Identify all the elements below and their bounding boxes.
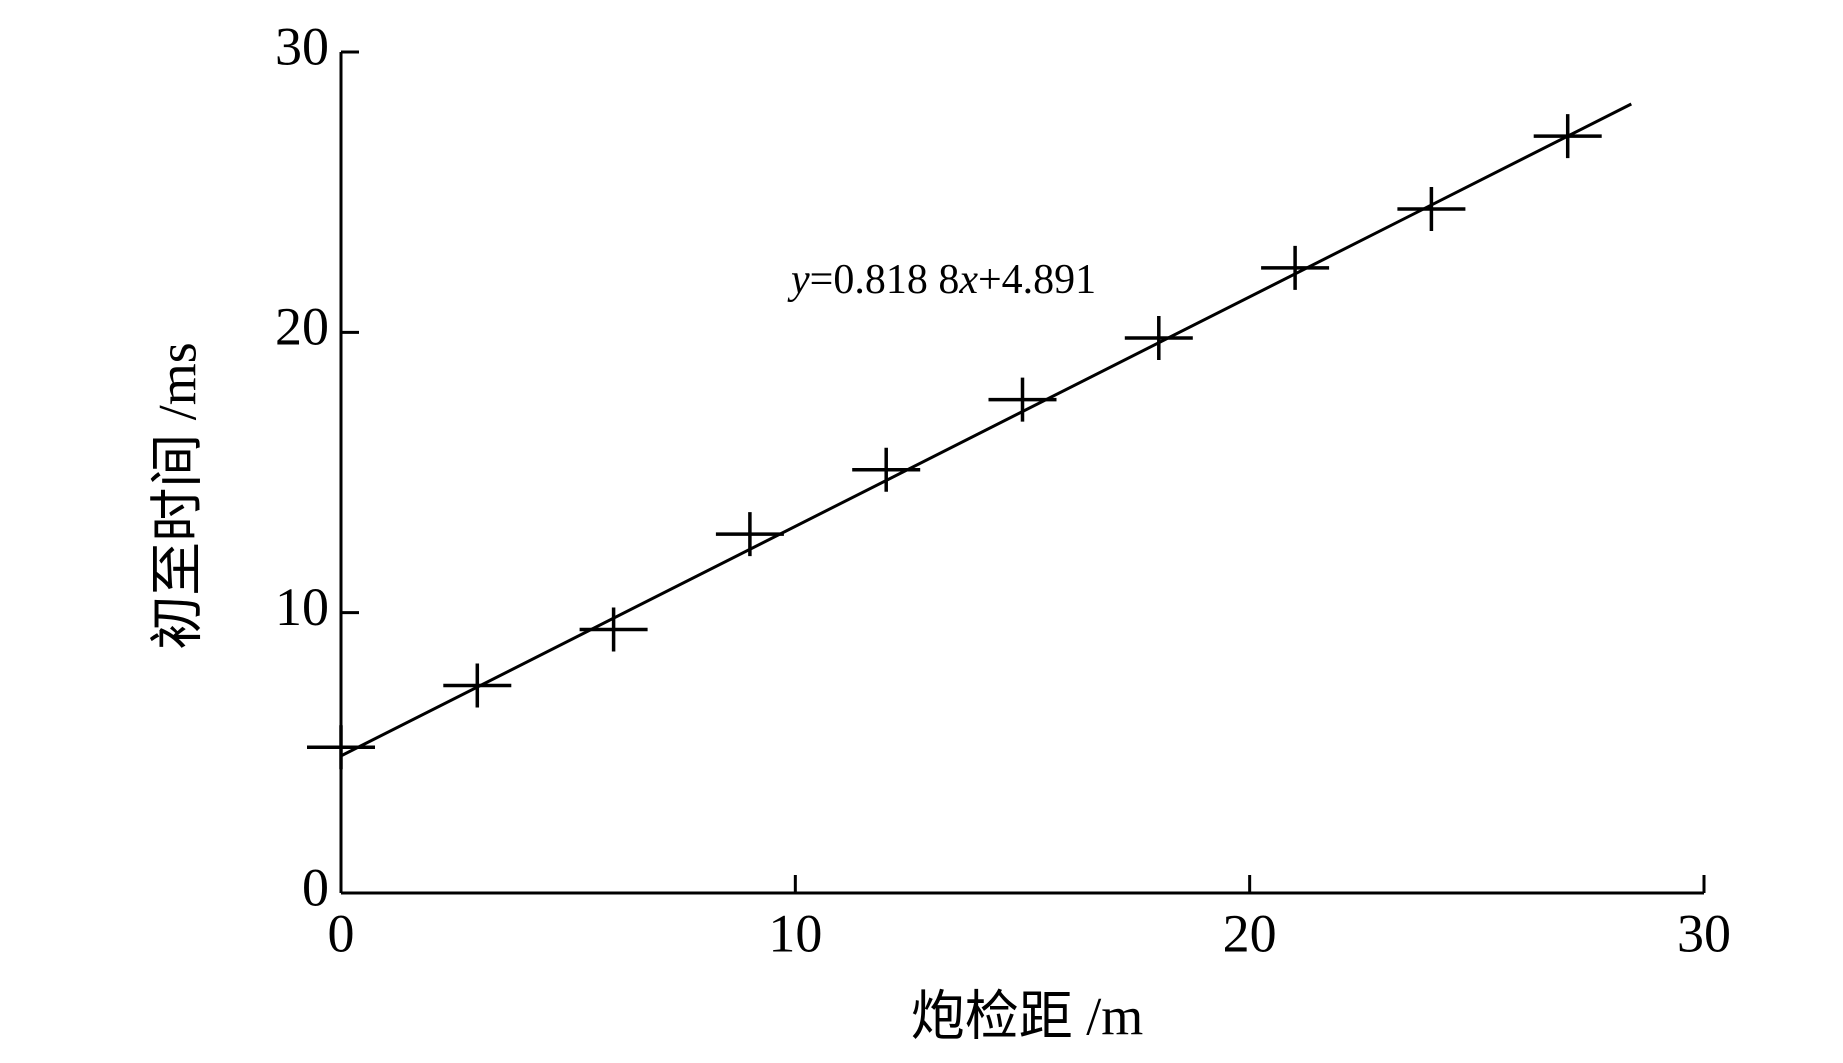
x-tick-label: 20 — [1223, 903, 1277, 963]
x-axis-label: 炮检距 /m — [911, 986, 1144, 1046]
x-tick-label: 0 — [328, 903, 355, 963]
point — [1397, 186, 1466, 231]
y-tick-label: 30 — [275, 16, 329, 76]
point — [307, 725, 375, 770]
equation-part: =0.818 8 — [810, 257, 960, 303]
equation: y=0.818 8x+4.891 — [787, 257, 1096, 303]
x-tick-label: 30 — [1677, 903, 1731, 963]
equation-part: y — [787, 257, 810, 303]
y-tick-label: 10 — [275, 577, 329, 637]
y-axis-label: 初至时间 /ms — [147, 342, 207, 650]
point — [1261, 245, 1330, 290]
fit-line — [340, 102, 1632, 758]
equation-part: x — [958, 257, 978, 303]
equation-part: +4.891 — [978, 257, 1096, 303]
y-tick-label: 0 — [302, 857, 329, 917]
y-tick-label: 20 — [275, 297, 329, 357]
x-tick-label: 10 — [768, 903, 822, 963]
point — [1124, 315, 1193, 360]
